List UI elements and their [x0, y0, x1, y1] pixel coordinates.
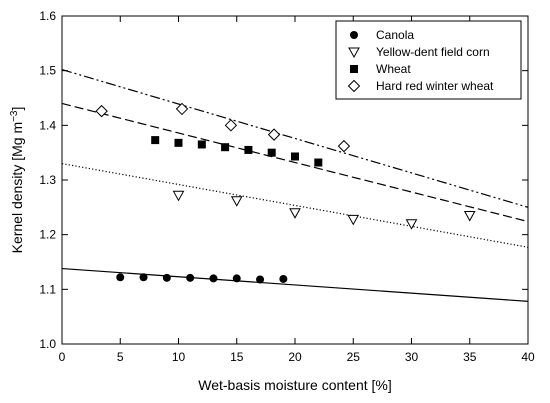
x-tick-labels: 0 5 10 15 20 25 30 35 40: [59, 350, 535, 364]
fit-line-3: [61, 102, 529, 223]
point-series-2: [230, 196, 243, 207]
fit-line-1: [61, 267, 529, 302]
point-series-3: [221, 143, 230, 152]
y-tick-label: 1.4: [39, 118, 56, 132]
x-tick-label: 5: [117, 350, 124, 364]
point-series-2: [172, 190, 185, 202]
y-axis-title: Kernel density [Mg m−3]: [9, 107, 25, 254]
point-series-3: [291, 152, 299, 161]
x-tick-label: 30: [405, 350, 419, 364]
legend-label: Canola: [376, 28, 414, 42]
x-tick-label: 20: [288, 350, 302, 364]
point-series-3: [151, 136, 160, 145]
legend: Canola Yellow-dent field corn Wheat Hard re…: [335, 20, 522, 100]
point-series-4: [337, 139, 351, 153]
point-series-1: [279, 274, 288, 283]
point-series-2: [347, 214, 360, 226]
y-tick-labels: 1.0 1.1 1.2 1.3 1.4 1.5 1.6: [39, 9, 56, 351]
point-series-1: [116, 273, 125, 282]
point-series-3: [314, 158, 323, 167]
y-tick-label: 1.2: [39, 228, 56, 242]
point-series-1: [209, 274, 218, 283]
point-series-1: [162, 273, 171, 282]
point-series-4: [267, 128, 281, 141]
point-series-1: [232, 274, 241, 283]
point-series-1: [256, 275, 265, 284]
point-series-2: [289, 208, 301, 219]
legend-label: Hard red winter wheat: [376, 79, 494, 93]
point-series-3: [174, 138, 183, 147]
y-tick-label: 1.1: [39, 282, 56, 296]
legend-marker-2: [348, 47, 360, 59]
legend-box: [335, 20, 522, 100]
point-series-1: [139, 273, 148, 282]
point-series-4: [224, 119, 238, 132]
point-series-1: [186, 273, 195, 282]
x-tick-label: 35: [463, 350, 477, 364]
y-tick-label: 1.0: [39, 337, 56, 351]
fit-line-2: [61, 163, 529, 248]
point-series-4: [95, 104, 108, 118]
x-tick-label: 0: [59, 350, 66, 364]
point-series-4: [175, 102, 189, 116]
y-axis-title-sup: −3: [9, 110, 20, 122]
y-axis-title-close: ]: [9, 107, 25, 111]
x-tick-label: 10: [172, 350, 186, 364]
point-series-3: [244, 145, 253, 154]
axis-ticks: [61, 15, 529, 345]
legend-marker-1: [350, 31, 358, 39]
legend-marker-3: [350, 65, 358, 73]
x-tick-label: 15: [230, 350, 244, 364]
point-series-2: [405, 219, 418, 230]
y-axis-title-main: Kernel density [Mg m: [9, 122, 25, 254]
fit-lines: [61, 68, 529, 302]
x-axis-title: Wet-basis moisture content [%]: [198, 377, 391, 393]
y-tick-label: 1.3: [39, 173, 56, 187]
x-tick-label: 25: [347, 350, 361, 364]
x-tick-label: 40: [521, 350, 535, 364]
legend-marker-4: [347, 79, 361, 93]
legend-label: Wheat: [376, 62, 411, 76]
point-series-3: [267, 148, 276, 157]
legend-label: Yellow-dent field corn: [376, 45, 490, 59]
y-tick-label: 1.5: [39, 64, 56, 78]
point-series-2: [463, 211, 476, 222]
fit-line-4: [61, 68, 529, 208]
data-points: [95, 102, 476, 284]
y-tick-label: 1.6: [39, 9, 56, 23]
point-series-3: [197, 140, 206, 149]
